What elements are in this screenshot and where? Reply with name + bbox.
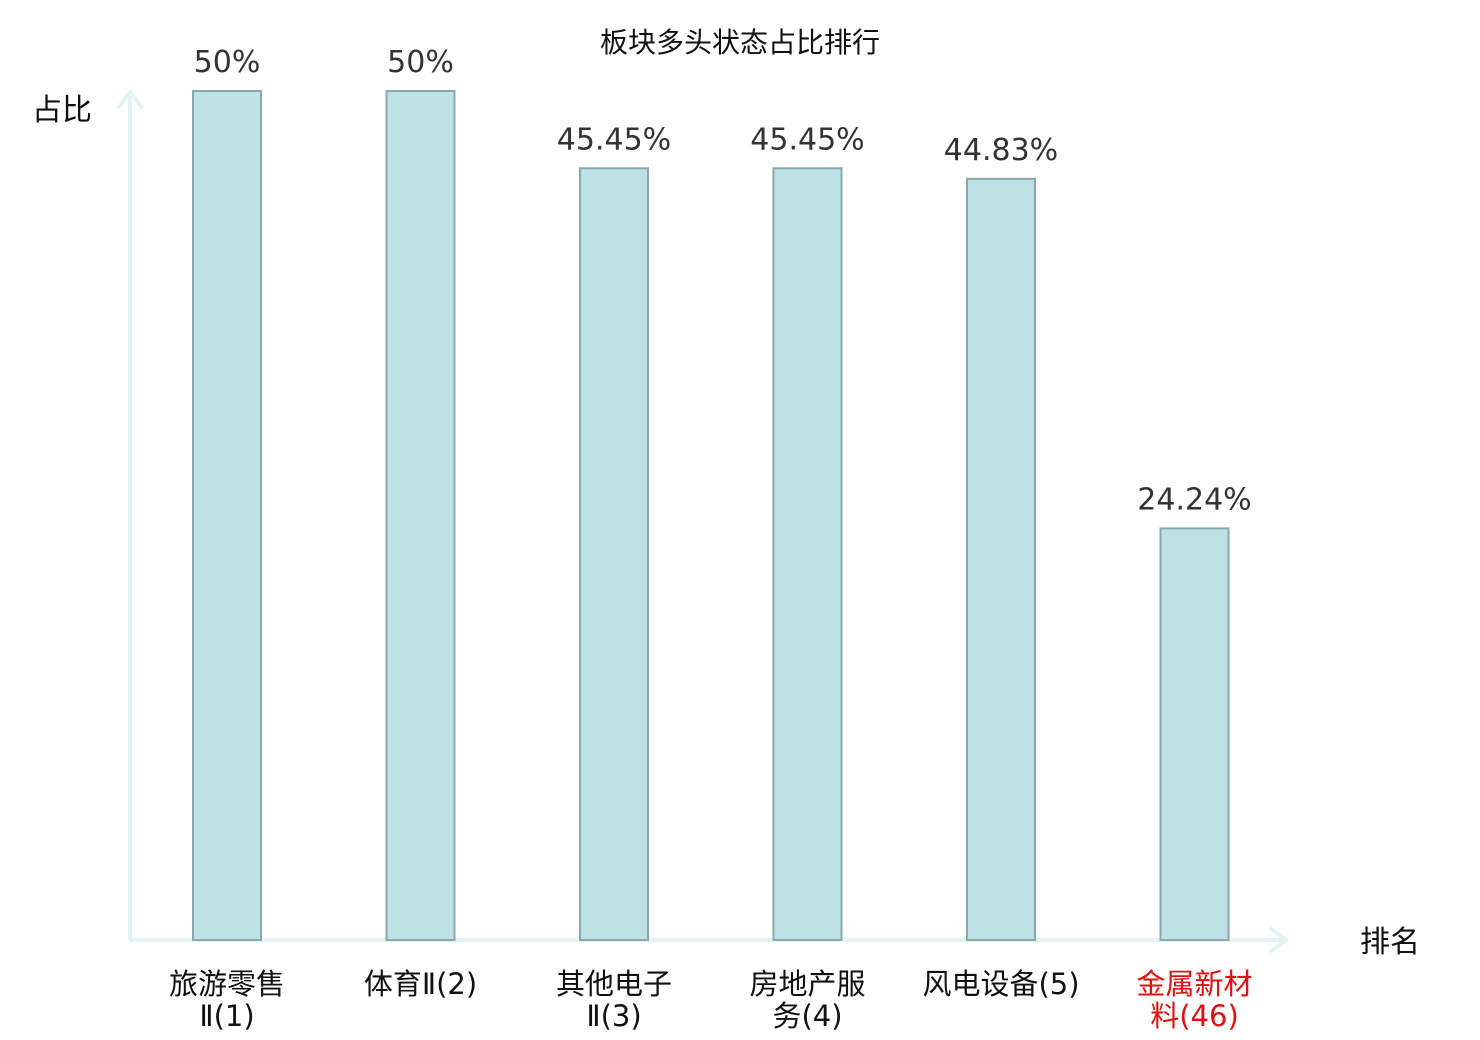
chart-title: 板块多头状态占比排行: [600, 26, 880, 59]
bar: [1159, 527, 1230, 941]
category-label: 体育Ⅱ(2): [364, 967, 477, 1001]
category-labels: 旅游零售 Ⅱ(1) 体育Ⅱ(2) 其他电子 Ⅱ(3) 房地产服务(4) 风电设备(5) 金属新…: [169, 967, 1253, 1033]
value-labels: 50% 50% 45.45% 45.45% 44.83% 24.24%: [194, 45, 1252, 517]
value-label: 45.45%: [557, 122, 671, 157]
bar: [579, 167, 649, 942]
category-label-line: 风电设备(5): [922, 967, 1079, 1001]
category-label: 其他电子 Ⅱ(3): [556, 967, 672, 1033]
x-axis: [130, 926, 1288, 954]
bar: [772, 167, 843, 942]
category-label: 旅游零售 Ⅱ(1): [169, 967, 285, 1033]
category-label-line: Ⅱ(1): [199, 999, 254, 1033]
bar: [385, 90, 456, 941]
category-label: 风电设备(5): [922, 967, 1079, 1001]
category-label-line: 旅游零售: [169, 967, 285, 1001]
value-label: 45.45%: [750, 122, 864, 157]
bar: [192, 90, 262, 941]
category-label-line: 体育Ⅱ(2): [364, 967, 477, 1001]
value-label: 50%: [387, 45, 454, 80]
category-label-line: 金属新材: [1136, 967, 1252, 1001]
value-label: 24.24%: [1137, 482, 1251, 517]
y-axis-label: 占比: [32, 93, 92, 128]
category-label: 金属新材料(46): [1136, 967, 1252, 1033]
category-label-line: 其他电子: [556, 967, 672, 1001]
category-label-line: Ⅱ(3): [586, 999, 641, 1033]
bar: [966, 177, 1036, 941]
bar-series: [192, 90, 1230, 942]
y-axis: [116, 90, 144, 940]
category-label-line: 料(46): [1150, 999, 1239, 1033]
category-label-line: 房地产服: [749, 967, 865, 1001]
category-label-line: 务(4): [772, 999, 842, 1033]
value-label: 44.83%: [944, 133, 1058, 168]
category-label: 房地产服务(4): [749, 967, 865, 1033]
x-axis-label: 排名: [1360, 925, 1420, 960]
value-label: 50%: [194, 45, 261, 80]
